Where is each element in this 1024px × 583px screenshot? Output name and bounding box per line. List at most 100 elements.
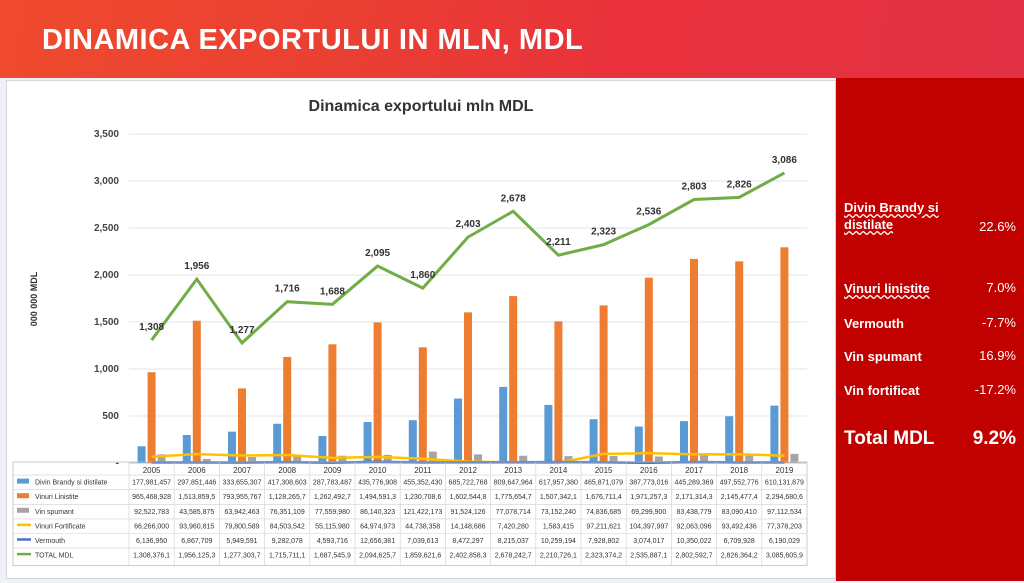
table-cell: 2,210,726,1 — [540, 553, 577, 560]
bar-divin-brandy-si-distilate — [634, 426, 643, 463]
table-cell: 1,308,376,1 — [133, 553, 170, 560]
x-tick-label: 2012 — [459, 466, 477, 475]
y-tick-label: 3,500 — [94, 129, 119, 140]
table-cell: 97,112,534 — [767, 509, 802, 516]
kpi-label-vinuri: Vinuri linistite — [844, 281, 930, 296]
bar-divin-brandy-si-distilate — [408, 420, 417, 463]
bar-vin-spumant — [338, 455, 347, 463]
table-cell: 387,773,016 — [629, 480, 668, 487]
table-cell: 92,522,783 — [134, 509, 169, 516]
table-cell: 2,171,314,3 — [676, 494, 713, 501]
table-cell: 1,602,544,8 — [450, 494, 487, 501]
table-cell: 1,513,859,5 — [178, 494, 215, 501]
table-cell: 965,468,928 — [132, 494, 171, 501]
x-tick-label: 2005 — [143, 466, 161, 475]
legend-label: TOTAL MDL — [35, 553, 73, 560]
table-cell: 10,350,022 — [676, 538, 711, 545]
x-tick-label: 2017 — [685, 466, 703, 475]
bar-vinuri-linistite — [464, 312, 472, 463]
total-data-label: 1,308 — [139, 322, 164, 333]
legend-label: Divin Brandy si distilate — [35, 480, 107, 487]
table-cell: 455,352,430 — [403, 480, 442, 487]
bar-vin-spumant — [293, 455, 302, 463]
table-cell: 2,826,364,2 — [721, 553, 758, 560]
slide-header: DINAMICA EXPORTULUI IN MLN, MDL — [0, 0, 1024, 78]
table-cell: 97,211,621 — [586, 523, 621, 530]
x-tick-label: 2016 — [640, 466, 658, 475]
table-cell: 2,402,858,3 — [450, 553, 487, 560]
table-cell: 12,656,381 — [360, 538, 395, 545]
table-cell: 685,722,768 — [449, 480, 488, 487]
table-cell: 74,836,685 — [586, 509, 621, 516]
table-cell: 417,308,603 — [268, 480, 307, 487]
bar-vinuri-linistite — [373, 322, 382, 463]
table-cell: 77,378,203 — [767, 523, 802, 530]
table-cell: 4,593,716 — [317, 538, 348, 545]
bar-vinuri-linistite — [735, 261, 744, 463]
bar-vin-spumant — [654, 456, 663, 463]
bar-vin-spumant — [564, 456, 573, 463]
x-tick-label: 2008 — [278, 466, 296, 475]
bar-divin-brandy-si-distilate — [228, 431, 236, 463]
x-tick-label: 2013 — [504, 466, 522, 475]
kpi-value-spumant: 16.9% — [979, 348, 1016, 363]
legend-key — [17, 478, 29, 484]
table-cell: 8,215,037 — [498, 538, 529, 545]
kpi-value-vinuri: 7.0% — [986, 280, 1016, 295]
total-data-label: 1,277 — [229, 325, 254, 336]
table-cell: 1,128,265,7 — [269, 494, 306, 501]
kpi-label-fortificat: Vin fortificat — [844, 383, 920, 398]
bar-divin-brandy-si-distilate — [454, 398, 462, 463]
table-cell: 445,289,369 — [675, 480, 714, 487]
total-value: 9.2% — [972, 428, 1016, 449]
legend-label: Vinuri Linistite — [35, 494, 79, 501]
table-cell: 2,535,887,1 — [630, 553, 667, 560]
bar-vin-spumant — [248, 456, 256, 463]
legend-label: Vin spumant — [35, 509, 74, 516]
table-cell: 9,282,078 — [272, 538, 303, 545]
bar-vin-spumant — [474, 454, 482, 463]
x-tick-label: 2019 — [776, 466, 794, 475]
table-cell: 44,738,358 — [405, 523, 440, 530]
slide-title: DINAMICA EXPORTULUI IN MLN, MDL — [42, 24, 584, 56]
table-cell: 84,503,542 — [270, 523, 305, 530]
x-tick-label: 2014 — [550, 466, 568, 475]
kpi-value-fortificat: -17.2% — [974, 382, 1016, 397]
table-cell: 1,687,545,9 — [314, 553, 351, 560]
table-cell: 1,583,415 — [543, 523, 574, 530]
line-total-mdl — [150, 171, 786, 346]
bar-vinuri-linistite — [238, 388, 246, 463]
table-cell: 7,928,802 — [588, 538, 619, 545]
kpi-label-spumant: Vin spumant — [844, 349, 922, 364]
bar-vin-spumant — [383, 454, 392, 463]
x-tick-label: 2009 — [324, 466, 342, 475]
table-cell: 73,152,240 — [541, 509, 576, 516]
bar-divin-brandy-si-distilate — [589, 419, 598, 463]
table-cell: 43,585,875 — [179, 509, 214, 516]
table-cell: 465,871,079 — [584, 480, 623, 487]
bar-divin-brandy-si-distilate — [725, 416, 734, 463]
kpi-label-brandy: Divin Brandy si distilate — [844, 200, 939, 232]
table-cell: 497,552,776 — [720, 480, 759, 487]
export-chart: Dinamica exportului mln MDL 000 000 MDL 3,… — [12, 98, 808, 566]
chart-title: Dinamica exportului mln MDL — [309, 98, 534, 115]
table-cell: 3,085,605,9 — [766, 553, 803, 560]
total-data-label: 2,536 — [636, 207, 661, 218]
bar-vinuri-linistite — [283, 356, 292, 463]
legend-key — [17, 493, 29, 499]
bar-vin-spumant — [428, 451, 437, 463]
growth-summary-panel: Divin Brandy si distilate 22.6% Vinuri l… — [836, 78, 1024, 581]
table-cell: 610,131,879 — [765, 480, 804, 487]
bar-vin-spumant — [157, 454, 166, 463]
bar-vinuri-linistite — [554, 321, 563, 463]
total-data-label: 3,086 — [772, 155, 797, 166]
bar-vin-spumant — [790, 453, 799, 463]
table-cell: 2,294,680,6 — [766, 494, 803, 501]
table-cell: 2,145,477,4 — [721, 494, 758, 501]
y-tick-label: 1,500 — [94, 317, 119, 328]
table-cell: 297,851,446 — [177, 480, 216, 487]
total-data-label: 1,956 — [184, 261, 209, 272]
table-cell: 6,190,029 — [769, 538, 800, 545]
table-cell: 76,351,109 — [270, 509, 305, 516]
table-cell: 83,090,410 — [722, 509, 757, 516]
